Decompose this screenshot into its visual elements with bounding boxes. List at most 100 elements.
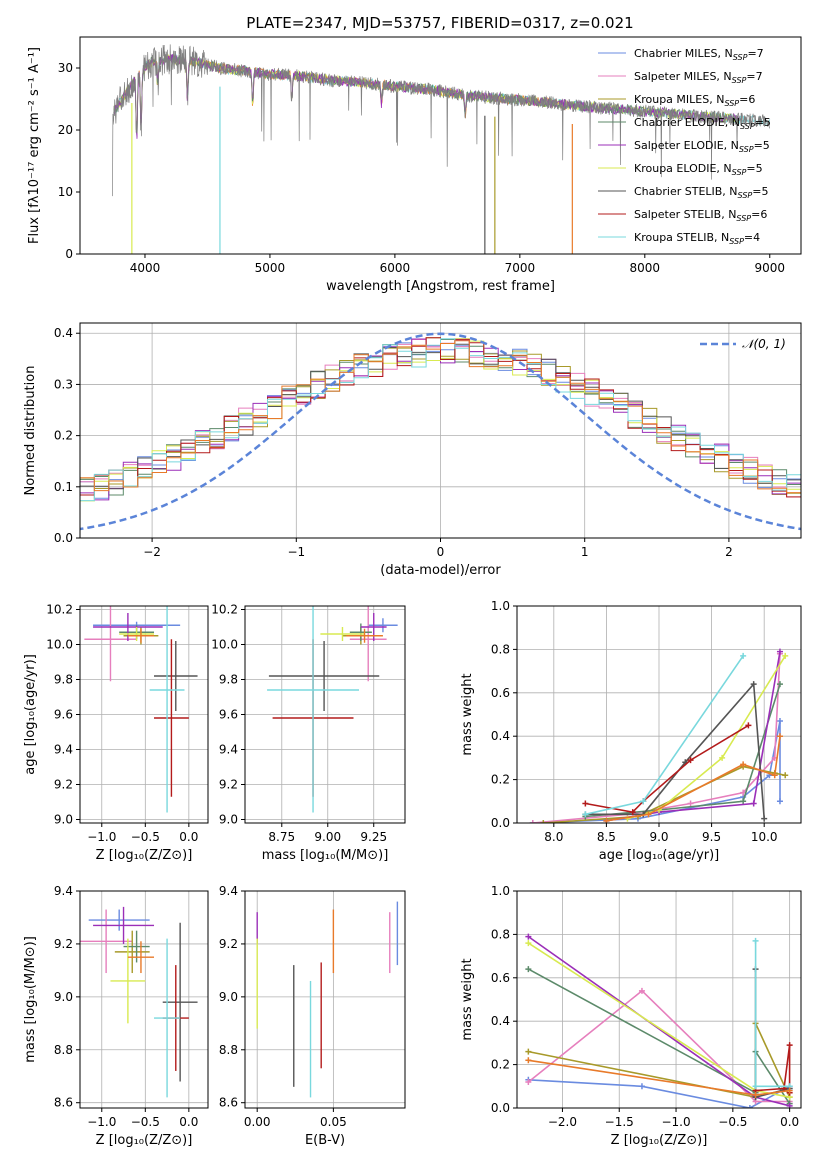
y-tick-label: 9.2: [54, 937, 73, 951]
plot-area: [80, 906, 198, 1098]
y-tick-label: 0.1: [54, 480, 73, 494]
y-tick-label: 8.6: [54, 1096, 73, 1110]
plot-area: [84, 606, 198, 813]
y-tick-label: 10.2: [46, 603, 73, 617]
x-tick-label: 8.0: [544, 830, 563, 844]
y-tick-label: 0.3: [54, 377, 73, 391]
panel-spectrum: 4000 5000 6000 7000 8000 9000 0 10 20 30 wavelengt…: [27, 36, 802, 294]
x-axis-label: wavelength [Angstrom, rest frame]: [326, 279, 555, 294]
legend-label: Kroupa MILES, NSSP=6: [634, 93, 755, 108]
axes-frame: [79, 890, 209, 1109]
figure-title: PLATE=2347, MJD=53757, FIBERID=0317, z=0…: [246, 14, 633, 32]
y-tick-label: 30: [58, 61, 73, 75]
legend-label: Salpeter ELODIE, NSSP=5: [634, 139, 770, 154]
y-tick-label: 8.8: [54, 1043, 73, 1057]
weight-series: [585, 655, 744, 816]
y-tick-label: 1.0: [491, 599, 510, 613]
y-tick-label: 0.2: [491, 773, 510, 787]
y-tick-label: 9.4: [54, 743, 73, 757]
plot-area: [80, 332, 801, 531]
x-tick-label: −0.5: [131, 830, 160, 844]
x-tick-label: 8.5: [597, 830, 616, 844]
y-tick-label: 20: [58, 123, 73, 137]
axes-frame: [516, 605, 802, 824]
gridlines: [80, 890, 208, 1108]
marker: [629, 809, 636, 816]
y-tick-label: 9.0: [219, 990, 238, 1004]
y-axis-label: Normed distribution: [23, 366, 38, 496]
y-tick-label: 0.6: [491, 971, 510, 985]
y-tick-label: 0.0: [54, 531, 73, 545]
x-tick-label: 0.00: [244, 1115, 271, 1129]
weight-series: [532, 653, 781, 823]
legend-label: Salpeter STELIB, NSSP=6: [634, 208, 767, 223]
marker: [761, 815, 768, 822]
x-tick-label: −0.5: [131, 1115, 160, 1129]
y-tick-label: 0.4: [491, 1014, 510, 1028]
y-tick-label: 9.6: [219, 708, 238, 722]
model-spectrum: [113, 54, 573, 132]
gridlines: [80, 606, 208, 823]
axes-frame: [244, 605, 406, 824]
marker: [640, 798, 647, 805]
marker: [750, 800, 757, 807]
marker: [540, 820, 547, 823]
y-tick-label: 10.0: [46, 638, 73, 652]
y-tick-label: 1.0: [491, 884, 510, 898]
x-tick-label: −1.0: [661, 1115, 690, 1129]
marker: [529, 820, 536, 823]
marker: [687, 757, 694, 764]
weight-series: [527, 989, 790, 1103]
gaussian-curve: [80, 332, 801, 531]
x-tick-label: 8.75: [268, 830, 295, 844]
panel-age_vs_mass: 8.75 9.00 9.25 9.0 9.2 9.4 9.6 9.8 10.0 10.2 mass …: [211, 603, 406, 863]
plot-area: [112, 44, 771, 254]
marker: [719, 754, 726, 761]
marker: [740, 798, 747, 805]
histogram-kroupa-stelib: [80, 338, 801, 502]
marker: [750, 681, 757, 688]
y-tick-label: 8.8: [219, 1043, 238, 1057]
x-tick-label: 10.0: [751, 830, 778, 844]
x-tick-label: 9.5: [702, 830, 721, 844]
x-tick-label: −2: [143, 545, 161, 559]
marker: [776, 648, 783, 655]
axes-frame: [79, 322, 802, 539]
y-tick-label: 9.0: [219, 813, 238, 827]
marker: [746, 1105, 753, 1108]
gridlines: [517, 605, 801, 824]
x-tick-label: 9.25: [360, 830, 387, 844]
x-tick-label: −1.0: [87, 1115, 116, 1129]
y-tick-label: 9.2: [219, 778, 238, 792]
x-tick-label: −1.5: [605, 1115, 634, 1129]
weight-series: [543, 765, 786, 823]
gridlines: [245, 606, 405, 823]
marker: [782, 652, 789, 659]
x-tick-label: 5000: [255, 261, 286, 275]
x-axis-label: Z [log₁₀(Z/Z⊙)]: [96, 1133, 193, 1148]
marker: [645, 811, 652, 818]
marker: [638, 987, 645, 994]
weight-series: [585, 724, 749, 813]
marker: [776, 681, 783, 688]
y-tick-label: 9.0: [54, 813, 73, 827]
x-tick-label: 2: [725, 545, 733, 559]
marker: [786, 1042, 793, 1049]
panel-age_vs_Z: −1.0 −0.5 0.0 9.0 9.2 9.4 9.6 9.8 10.0 10.2 Z [log…: [23, 603, 209, 863]
legend-label: Kroupa STELIB, NSSP=4: [634, 231, 760, 246]
x-tick-label: −1.0: [87, 830, 116, 844]
gridlines: [517, 890, 801, 1109]
x-tick-label: 6000: [380, 261, 411, 275]
x-axis-label: E(B-V): [305, 1133, 345, 1148]
panel-residuals: −2 −1 0 1 2 0.0 0.1 0.2 0.3 0.4 (data-model)/error…: [23, 322, 802, 578]
marker: [525, 966, 532, 973]
marker: [752, 1083, 759, 1090]
y-tick-label: 0.8: [491, 927, 510, 941]
x-tick-label: −1: [287, 545, 305, 559]
gridlines: [245, 890, 405, 1108]
legend-label: Salpeter MILES, NSSP=7: [634, 70, 763, 85]
axes-frame: [79, 36, 802, 255]
marker: [786, 1087, 793, 1094]
x-tick-label: 0.0: [179, 830, 198, 844]
